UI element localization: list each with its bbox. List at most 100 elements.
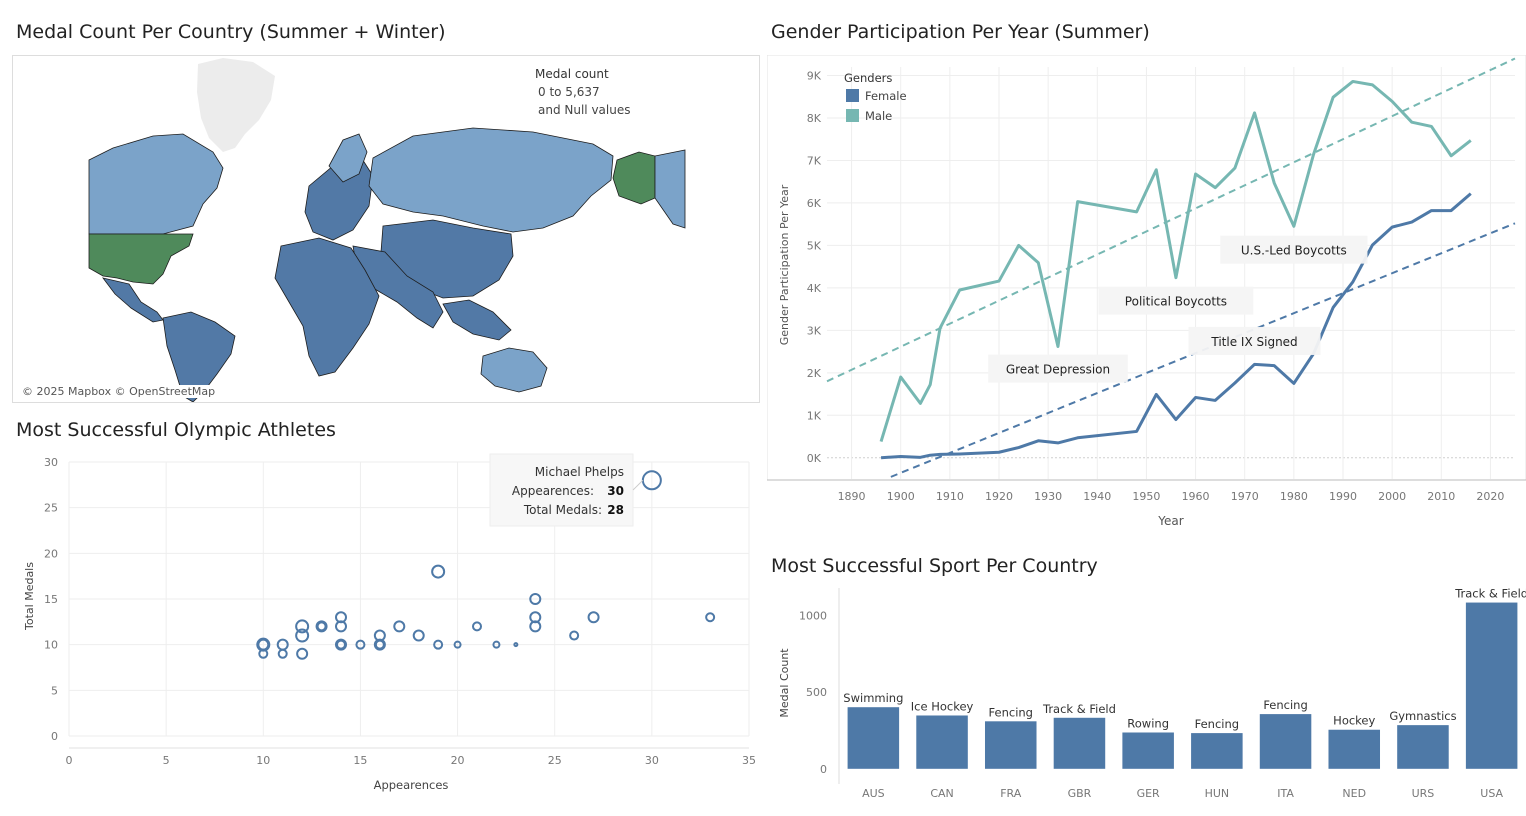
gender-legend-swatch[interactable] — [846, 89, 859, 102]
map-russia — [368, 127, 614, 233]
sport-x-tick-label: USA — [1480, 787, 1503, 800]
gender-x-tick-label: 1960 — [1182, 490, 1210, 503]
sport-bar-label: Fencing — [1195, 717, 1239, 731]
athletes-x-axis-label: Appearences — [374, 778, 449, 792]
gender-legend-swatch[interactable] — [846, 109, 859, 122]
athlete-point[interactable] — [587, 611, 600, 624]
athlete-point[interactable] — [529, 620, 542, 633]
gender-series-line-male[interactable] — [879, 79, 1472, 443]
gender-y-tick-label: 9K — [807, 69, 822, 82]
sport-y-tick-label: 500 — [806, 686, 827, 699]
athlete-point[interactable] — [641, 470, 662, 491]
sport-bar-aus[interactable] — [847, 707, 900, 769]
world-map[interactable]: Medal count 0 to 5,637 and Null values ©… — [12, 55, 760, 403]
sport-bar-ita[interactable] — [1259, 714, 1312, 769]
athletes-chart-title: Most Successful Olympic Athletes — [16, 419, 336, 441]
map-southeast-asia — [442, 299, 512, 341]
athlete-point[interactable] — [295, 619, 310, 634]
sport-bar-gbr[interactable] — [1053, 717, 1106, 769]
gender-x-tick-label: 1990 — [1329, 490, 1357, 503]
sport-x-tick-label: GBR — [1068, 787, 1092, 800]
athlete-tooltip-medals-label: Total Medals: — [523, 503, 602, 517]
map-scandinavia — [328, 133, 368, 183]
sport-bar-fra[interactable] — [984, 721, 1037, 769]
athlete-point[interactable] — [277, 648, 288, 659]
athletes-y-axis-label: Total Medals — [23, 562, 36, 631]
athlete-point[interactable] — [472, 621, 482, 632]
athletes-x-tick-label: 25 — [548, 754, 562, 767]
map-attribution[interactable]: © 2025 Mapbox © OpenStreetMap — [20, 385, 218, 398]
gender-series-line-female[interactable] — [880, 192, 1472, 460]
gender-x-tick-label: 1910 — [936, 490, 964, 503]
athlete-point[interactable] — [412, 629, 425, 642]
gender-x-axis-label: Year — [1157, 514, 1183, 528]
gender-annotation-box — [1188, 326, 1321, 355]
gender-annotation-box — [1220, 235, 1368, 264]
athlete-point[interactable] — [569, 630, 580, 641]
sport-x-tick-label: NED — [1342, 787, 1366, 800]
athletes-x-tick-label: 35 — [742, 754, 756, 767]
sport-bar-label: Hockey — [1333, 714, 1375, 728]
athlete-tooltip-leader — [632, 479, 644, 491]
sport-bar-label: Fencing — [989, 705, 1033, 719]
map-usa — [88, 233, 194, 285]
athlete-point[interactable] — [296, 647, 309, 660]
map-legend-range: 0 to 5,637 — [538, 85, 600, 99]
athlete-tooltip-medals-value: 28 — [607, 503, 624, 517]
sport-bar-hun[interactable] — [1191, 733, 1243, 769]
gender-chart-title: Gender Participation Per Year (Summer) — [771, 21, 1150, 43]
gender-y-tick-label: 0K — [807, 452, 822, 465]
sport-x-tick-label: FRA — [1000, 787, 1022, 800]
athlete-point[interactable] — [335, 620, 347, 633]
gender-annotation-label: Great Depression — [1006, 363, 1110, 377]
sport-x-tick-label: HUN — [1205, 787, 1230, 800]
athlete-point[interactable] — [258, 648, 269, 659]
map-australia — [480, 347, 548, 393]
sport-bar-ned[interactable] — [1328, 729, 1381, 769]
sport-x-tick-label: AUS — [862, 787, 885, 800]
sport-y-axis-label: Medal Count — [778, 648, 791, 718]
athlete-point[interactable] — [316, 621, 327, 632]
athlete-point[interactable] — [513, 642, 519, 648]
gender-x-tick-label: 1970 — [1231, 490, 1259, 503]
gender-x-tick-label: 1950 — [1132, 490, 1160, 503]
sport-bar-label: Rowing — [1127, 716, 1169, 730]
athlete-point[interactable] — [336, 639, 346, 650]
gender-x-tick-label: 1890 — [838, 490, 866, 503]
athletes-x-tick-label: 5 — [163, 754, 170, 767]
sport-chart-title: Most Successful Sport Per Country — [771, 555, 1098, 577]
athlete-point[interactable] — [374, 639, 385, 650]
athlete-point[interactable] — [492, 640, 501, 649]
sport-x-tick-label: URS — [1412, 787, 1435, 800]
athletes-x-tick-label: 20 — [451, 754, 465, 767]
sport-x-tick-label: CAN — [930, 787, 953, 800]
athlete-point[interactable] — [431, 564, 446, 579]
gender-x-tick-label: 1930 — [1034, 490, 1062, 503]
sport-bar-label: Swimming — [843, 691, 903, 705]
athletes-y-tick-label: 0 — [51, 730, 58, 743]
athlete-point[interactable] — [355, 639, 366, 650]
gender-y-tick-label: 5K — [807, 239, 822, 252]
athlete-point[interactable] — [453, 640, 462, 649]
sport-bar-label: Ice Hockey — [911, 699, 974, 713]
athlete-point[interactable] — [433, 639, 444, 650]
gender-legend-label: Male — [865, 109, 892, 123]
sport-bar-urs[interactable] — [1397, 725, 1449, 769]
gender-legend-label: Female — [865, 89, 907, 103]
sport-bar-ger[interactable] — [1122, 732, 1174, 769]
sport-bar-label: Track & Field — [1042, 702, 1116, 716]
gender-annotation-label: U.S.-Led Boycotts — [1241, 244, 1347, 258]
map-alaska — [612, 151, 656, 205]
athletes-y-tick-label: 5 — [51, 684, 58, 697]
sport-bar-can[interactable] — [916, 715, 968, 769]
gender-annotation-box — [988, 354, 1128, 383]
athletes-y-tick-label: 20 — [44, 547, 58, 560]
athlete-point[interactable] — [295, 628, 310, 643]
athlete-point[interactable] — [393, 620, 406, 633]
sport-y-tick-label: 1000 — [799, 610, 827, 623]
gender-x-tick-label: 1920 — [985, 490, 1013, 503]
sport-bar-usa[interactable] — [1465, 602, 1518, 769]
athlete-point[interactable] — [705, 612, 716, 623]
athlete-tooltip-appearances-value: 30 — [607, 484, 624, 498]
athlete-point[interactable] — [529, 593, 542, 605]
